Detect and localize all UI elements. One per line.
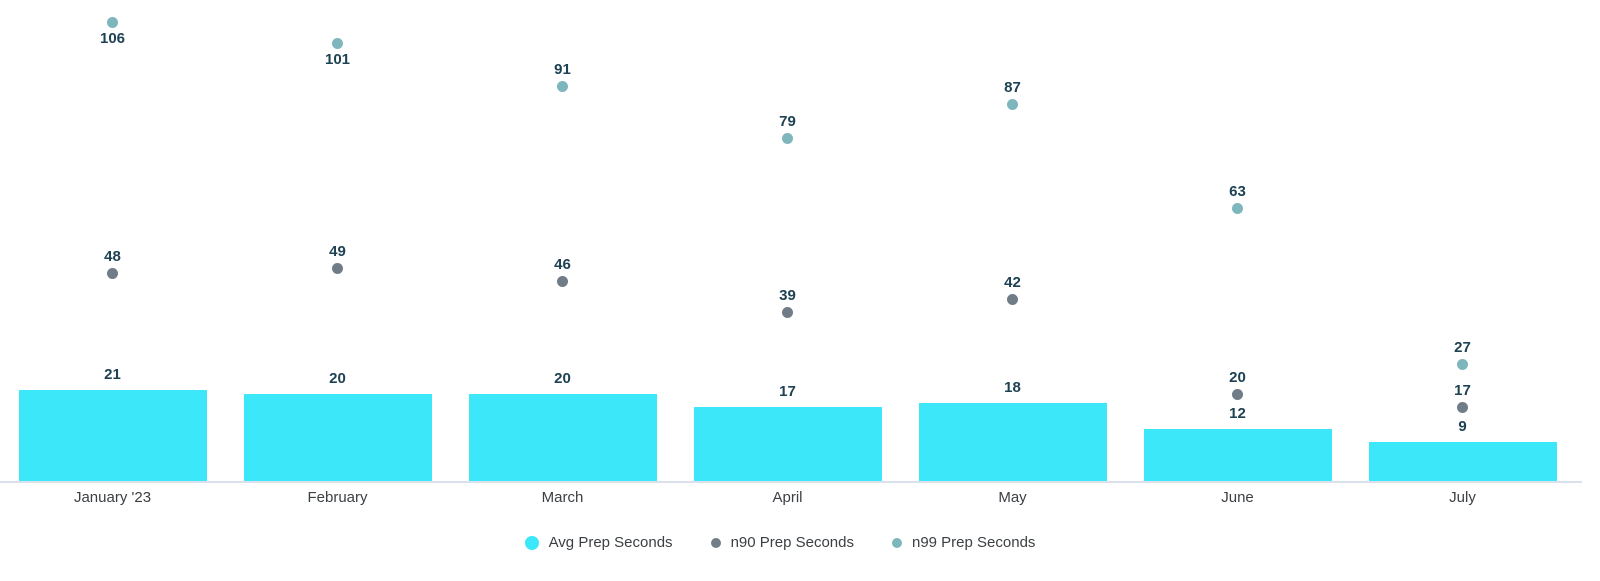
x-axis-label-january-23: January '23	[73, 489, 152, 506]
bar-january-23[interactable]	[18, 390, 207, 481]
plot-area: 21 48 106 20 49 101 20 46 91 17 39 79 18 42 87 12 20 63 9 1…	[18, 16, 1557, 481]
bar-value-label-january-23: 21	[104, 366, 121, 383]
x-axis-label-march: March	[541, 489, 584, 506]
n99-dot-march[interactable]	[557, 81, 568, 93]
n90-value-label-march: 46	[554, 256, 571, 274]
legend-swatch-circle-n90	[710, 538, 721, 548]
x-axis-labels: January '23 February March April May June July	[0, 487, 1575, 509]
n90-dot-april[interactable]	[782, 306, 793, 318]
n90-value-label-april: 39	[779, 286, 796, 304]
n90-dot-january-23[interactable]	[107, 267, 118, 279]
bar-value-label-may: 18	[1004, 379, 1021, 396]
n99-value-label-july: 27	[1454, 338, 1471, 356]
n90-value-label-june: 20	[1229, 368, 1246, 386]
x-axis-label-april: April	[772, 489, 803, 506]
bar-value-label-march: 20	[554, 370, 571, 387]
n90-value-label-may: 42	[1004, 273, 1021, 291]
n99-dot-july[interactable]	[1457, 358, 1468, 370]
n99-dot-february[interactable]	[332, 38, 343, 50]
x-axis-label-february: February	[307, 489, 368, 506]
x-axis-label-july: July	[1449, 489, 1476, 506]
legend-swatch-circle-n99	[891, 538, 902, 548]
n90-value-label-january-23: 48	[104, 247, 121, 265]
n90-value-label-july: 17	[1454, 381, 1471, 399]
n90-dot-march[interactable]	[557, 276, 568, 288]
bar-february[interactable]	[243, 394, 432, 481]
n90-value-label-february: 49	[329, 243, 346, 261]
x-axis-label-june: June	[1221, 489, 1254, 506]
legend: Avg Prep Seconds n90 Prep Seconds n99 Pr…	[0, 531, 1560, 555]
n90-dot-july[interactable]	[1457, 401, 1468, 413]
legend-item-n99-prep-seconds: n99 Prep Seconds	[891, 531, 1036, 555]
legend-item-avg-prep-seconds: Avg Prep Seconds	[524, 531, 673, 555]
bar-value-label-july: 9	[1458, 418, 1467, 435]
n99-value-label-february: 101	[324, 51, 351, 69]
bar-june[interactable]	[1143, 429, 1332, 481]
n99-value-label-march: 91	[554, 61, 571, 79]
bar-april[interactable]	[693, 407, 882, 481]
n99-dot-january-23[interactable]	[107, 16, 118, 28]
n90-dot-may[interactable]	[1007, 293, 1018, 305]
legend-item-n90-prep-seconds: n90 Prep Seconds	[710, 531, 854, 555]
legend-label-avg: Avg Prep Seconds	[548, 534, 673, 551]
n99-value-label-april: 79	[779, 113, 796, 131]
n90-dot-february[interactable]	[332, 263, 343, 275]
n99-dot-june[interactable]	[1232, 202, 1243, 214]
n90-dot-june[interactable]	[1232, 388, 1243, 400]
bar-march[interactable]	[468, 394, 657, 481]
legend-label-n99: n99 Prep Seconds	[911, 534, 1036, 551]
n99-dot-may[interactable]	[1007, 98, 1018, 110]
legend-label-n90: n90 Prep Seconds	[730, 534, 854, 551]
bar-value-label-february: 20	[329, 370, 346, 387]
legend-swatch-circle-avg	[524, 536, 539, 550]
n99-value-label-january-23: 106	[99, 29, 126, 47]
n99-dot-april[interactable]	[782, 133, 793, 145]
bar-value-label-april: 17	[779, 383, 796, 400]
n99-value-label-may: 87	[1004, 78, 1021, 96]
n99-value-label-june: 63	[1229, 182, 1246, 200]
bar-july[interactable]	[1368, 442, 1557, 481]
bar-may[interactable]	[918, 403, 1107, 481]
x-axis-label-may: May	[998, 489, 1027, 506]
bar-value-label-june: 12	[1229, 405, 1246, 422]
x-axis-line	[0, 481, 1582, 483]
